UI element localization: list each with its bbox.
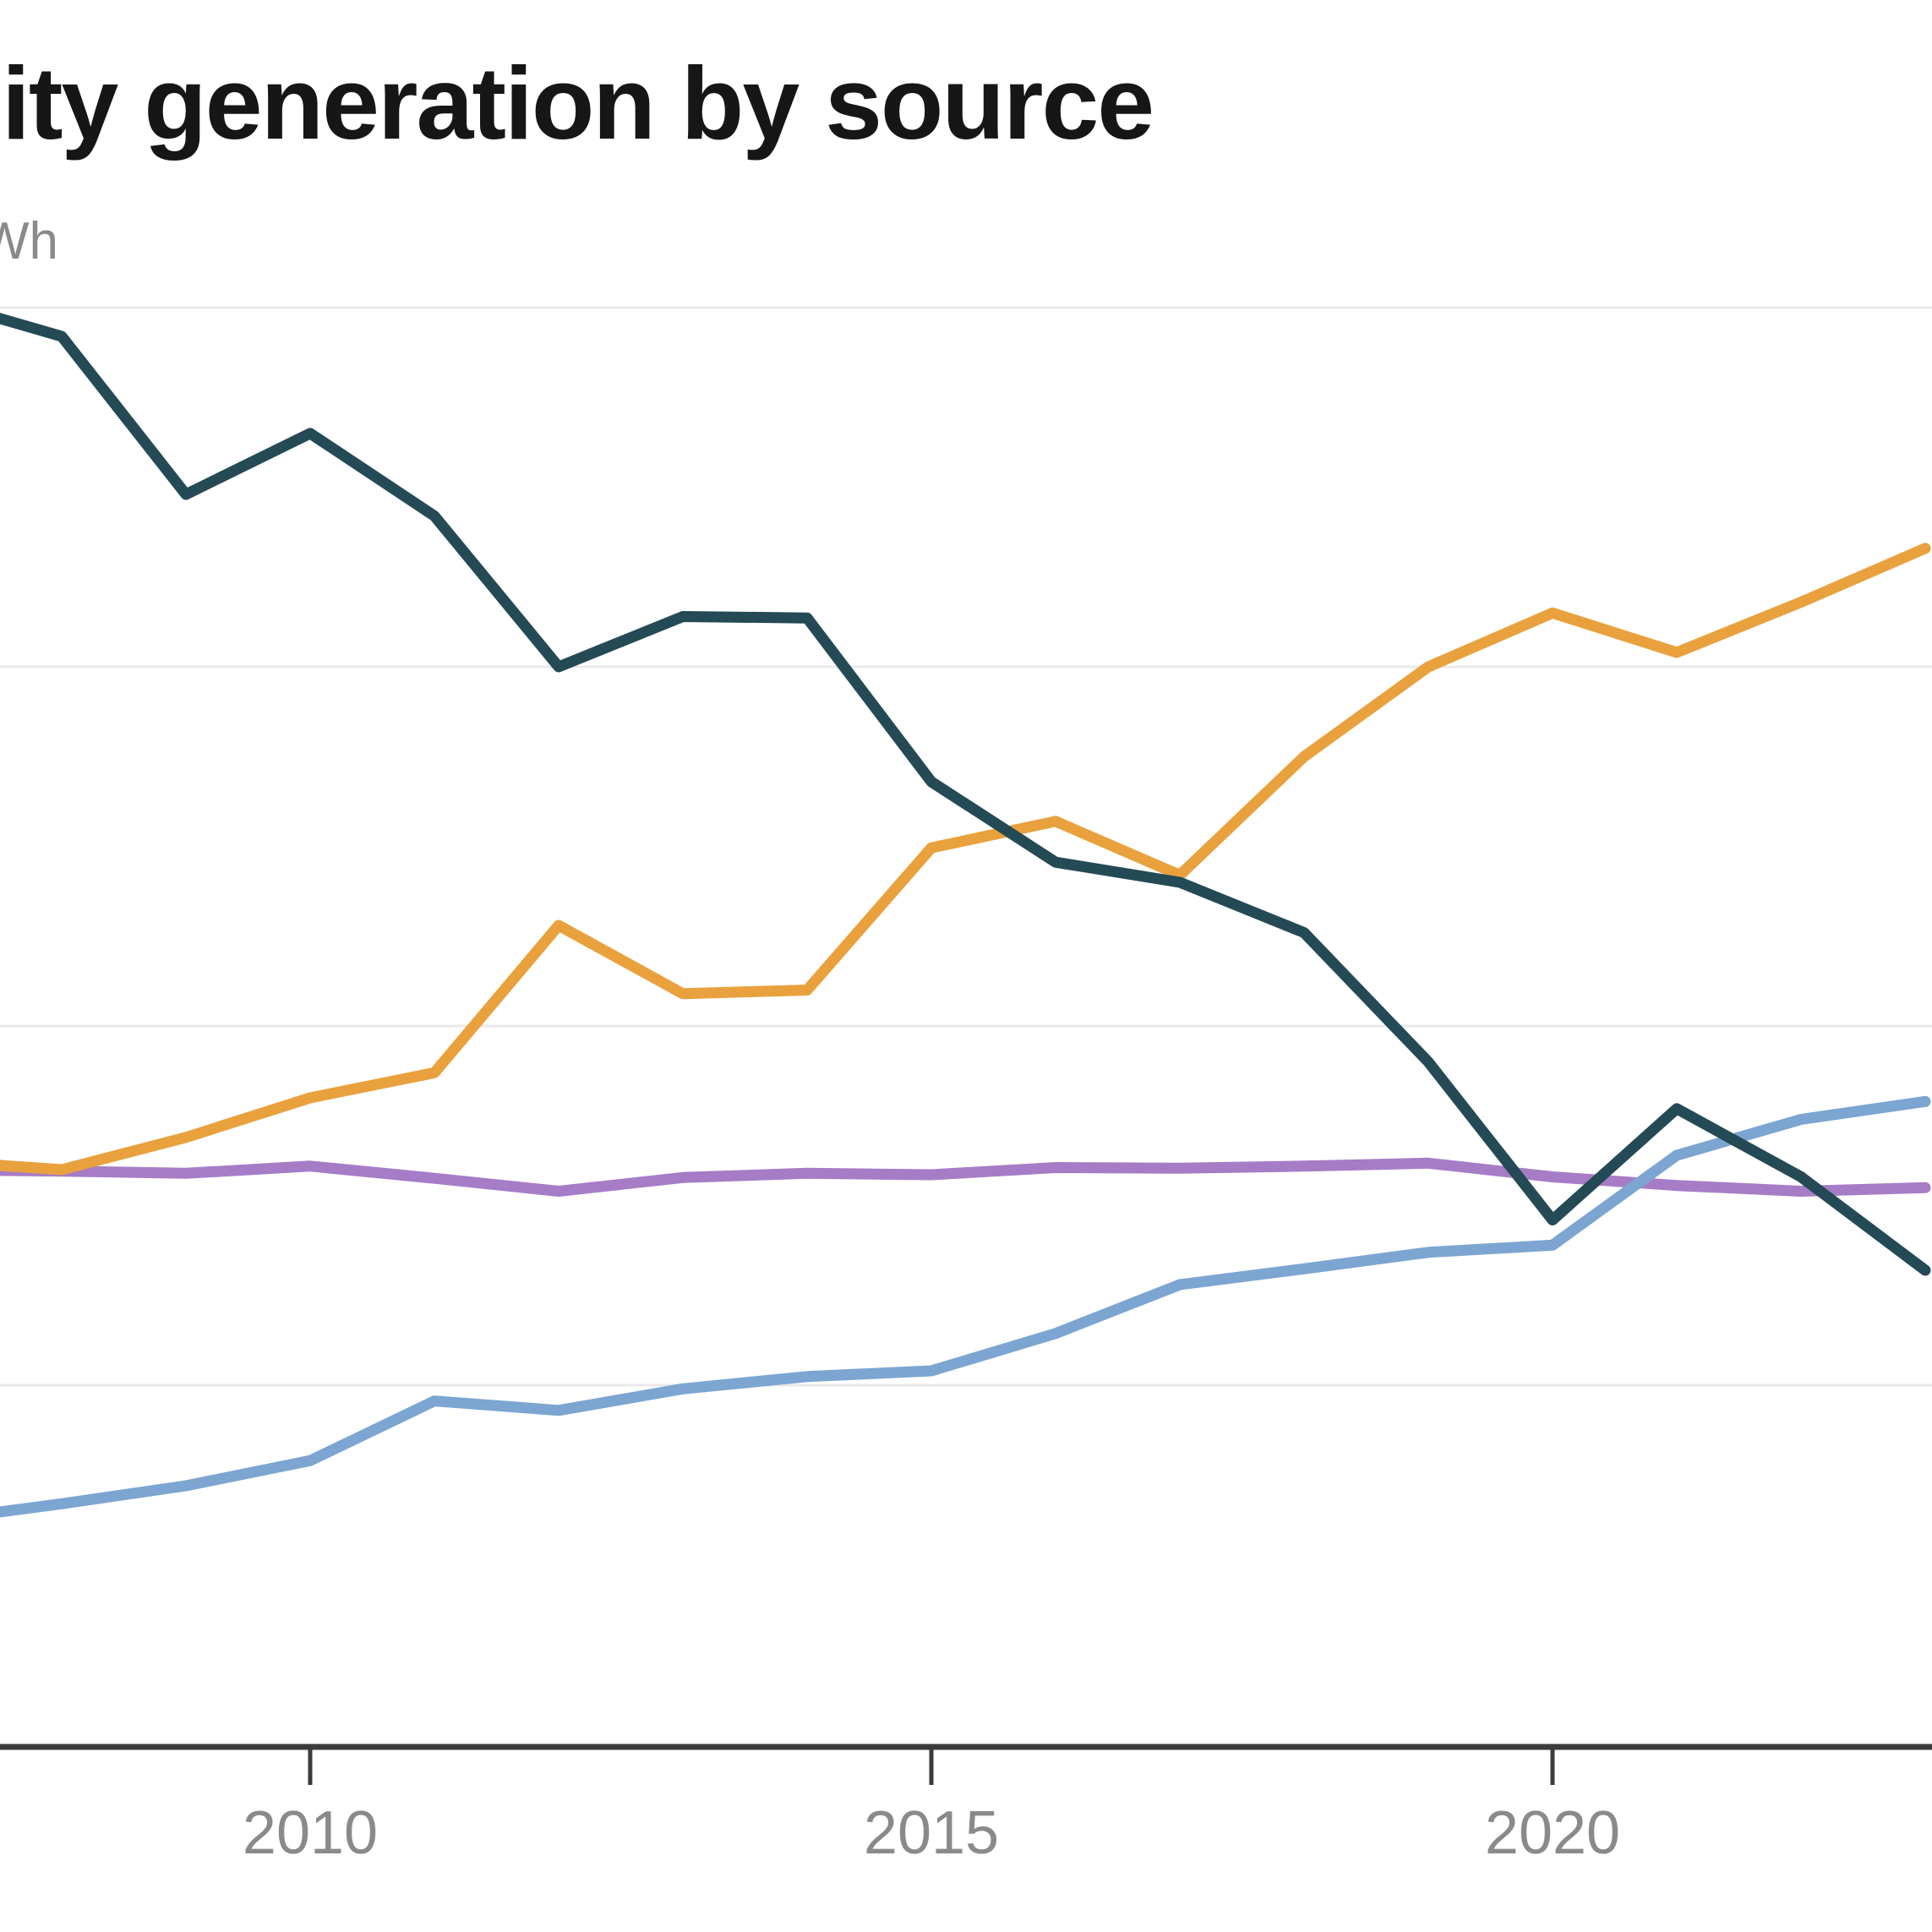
y-axis-unit-label: Wh — [0, 212, 58, 270]
data-lines — [0, 313, 1931, 1518]
line-orange — [0, 543, 1931, 1176]
x-tick-label-2015: 2015 — [863, 1799, 1000, 1867]
x-axis — [0, 1744, 1932, 1785]
line-light-blue — [0, 1095, 1931, 1518]
gridlines — [0, 306, 1932, 1387]
x-tick-label-2020: 2020 — [1484, 1799, 1621, 1867]
chart-title: ity generation by source — [2, 46, 1154, 161]
line-dark-teal — [0, 313, 1931, 1276]
x-tick-label-2010: 2010 — [242, 1799, 379, 1867]
